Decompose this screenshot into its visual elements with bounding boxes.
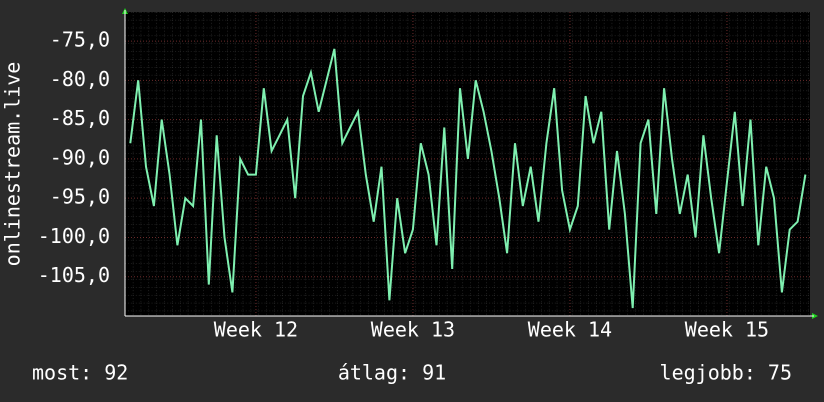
data-line [129, 48, 807, 309]
x-axis-arrow [812, 313, 818, 319]
footer-current: most: 92 [32, 361, 128, 385]
y-axis-label: onlinestream.live [1, 62, 25, 267]
x-tick-label: Week 15 [685, 318, 769, 342]
footer-best: legjobb: 75 [660, 361, 792, 385]
y-tick-label: -90,0 [50, 145, 110, 169]
x-tick-label: Week 13 [371, 318, 455, 342]
y-tick-label: -85,0 [50, 106, 110, 130]
y-tick-label: -80,0 [50, 67, 110, 91]
x-tick-label: Week 12 [214, 318, 298, 342]
y-tick-label: -100,0 [38, 224, 110, 248]
y-tick-label: -105,0 [38, 263, 110, 287]
footer-average: átlag: 91 [338, 361, 446, 385]
y-tick-label: -75,0 [50, 28, 110, 52]
y-tick-label: -95,0 [50, 185, 110, 209]
x-tick-label: Week 14 [528, 318, 612, 342]
